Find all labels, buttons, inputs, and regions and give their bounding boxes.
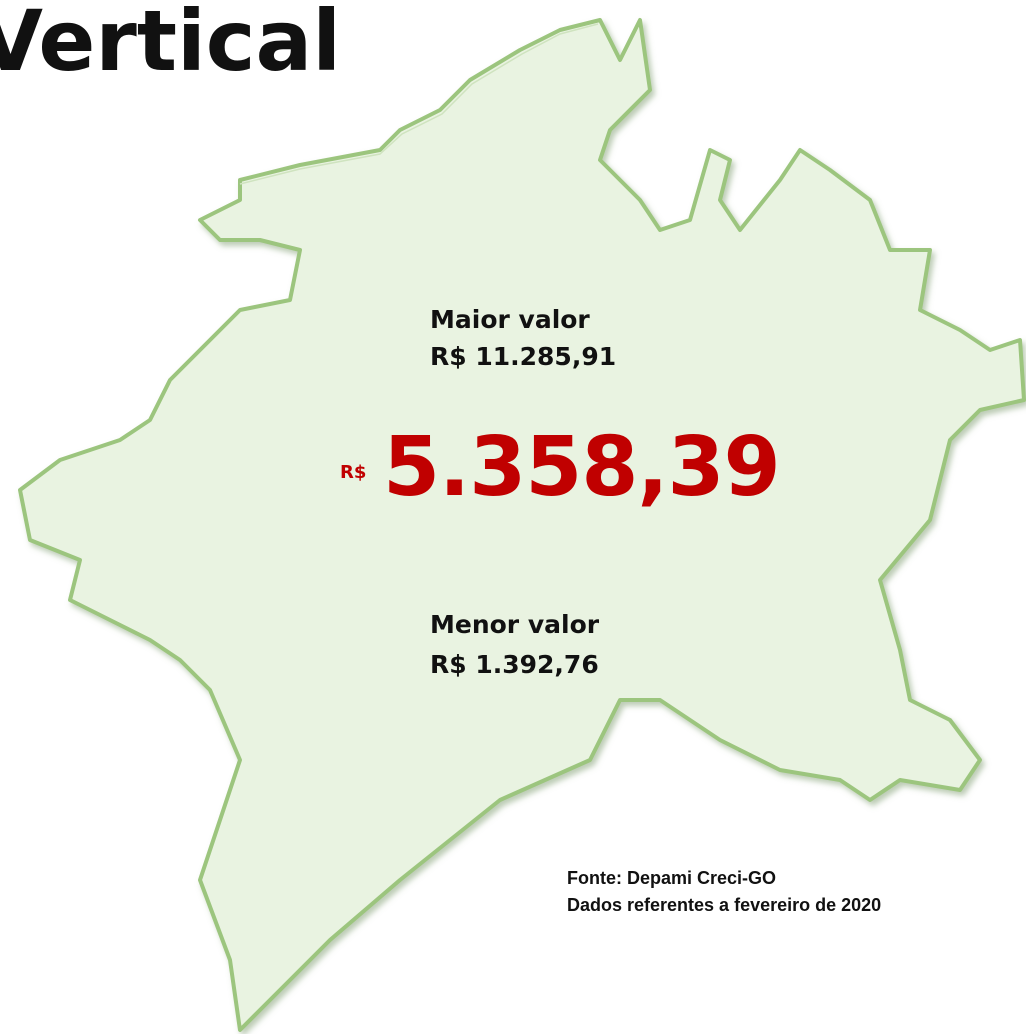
lowest-label: Menor valor	[430, 610, 600, 639]
source-line: Fonte: Depami Creci-GO	[567, 868, 777, 888]
map-shape	[18, 18, 1026, 1032]
highest-label: Maior valor	[430, 305, 590, 334]
average-value: 5.358,39	[383, 420, 781, 515]
average-currency: R$	[340, 462, 367, 483]
source-line: Dados referentes a fevereiro de 2020	[567, 895, 882, 915]
highest-value: R$ 11.285,91	[430, 342, 617, 371]
title: Vertical	[0, 0, 342, 90]
map-inner-edge	[239, 23, 599, 185]
lowest-value: R$ 1.392,76	[430, 650, 599, 679]
